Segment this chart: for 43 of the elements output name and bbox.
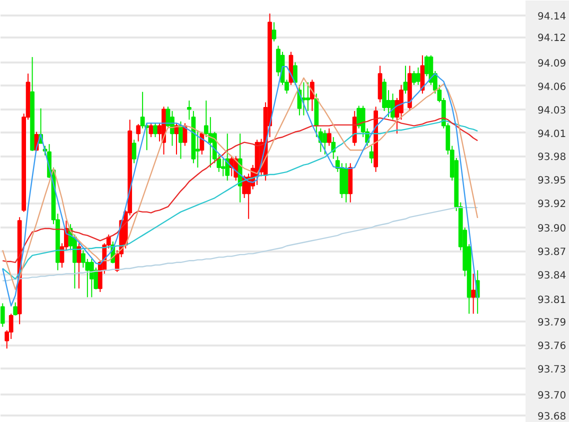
candlestick xyxy=(178,120,183,160)
y-tick-label: 94.06 xyxy=(538,82,566,93)
candlestick xyxy=(390,93,395,120)
candlestick xyxy=(132,139,136,164)
candlestick xyxy=(310,79,314,112)
candlestick xyxy=(89,258,94,298)
candlestick xyxy=(153,122,158,138)
y-tick-label: 94.03 xyxy=(538,105,566,116)
candlestick xyxy=(148,122,154,138)
y-tick-label: 93.68 xyxy=(538,412,566,422)
candlestick xyxy=(322,130,328,156)
y-tick-label: 93.73 xyxy=(538,364,566,376)
y-tick-label: 93.90 xyxy=(538,224,566,235)
candlestick xyxy=(0,302,5,328)
y-tick-label: 93.98 xyxy=(538,152,566,164)
candlestick xyxy=(225,133,230,182)
y-tick-label: 93.95 xyxy=(538,176,566,187)
candlestick xyxy=(356,105,362,129)
y-tick-label: 93.87 xyxy=(538,247,566,258)
y-tick-label: 93.79 xyxy=(538,318,566,329)
candlestick xyxy=(13,302,18,316)
candlestick xyxy=(412,70,416,86)
y-tick-label: 94.09 xyxy=(538,58,566,70)
candlestick xyxy=(326,128,332,146)
y-tick-label: 93.84 xyxy=(538,270,566,282)
y-tick-label: 94.12 xyxy=(538,33,566,44)
candlestick xyxy=(220,158,226,177)
candlestick xyxy=(471,273,476,314)
candlestick xyxy=(272,22,276,42)
candlestick xyxy=(369,145,374,164)
candlestick xyxy=(306,82,310,112)
candlestick xyxy=(293,62,298,86)
y-tick-label: 93.92 xyxy=(538,199,566,210)
y-tick-label: 93.81 xyxy=(538,294,566,306)
candlestick xyxy=(136,124,141,142)
y-tick-label: 94.14 xyxy=(538,11,566,22)
candlestick xyxy=(403,65,408,94)
candlestick xyxy=(416,67,420,86)
candlestick xyxy=(187,100,192,120)
y-tick-label: 93.70 xyxy=(538,390,566,402)
y-tick-label: 93.76 xyxy=(538,341,566,352)
candlestick xyxy=(140,91,145,129)
y-tick-label: 94.01 xyxy=(538,128,566,140)
